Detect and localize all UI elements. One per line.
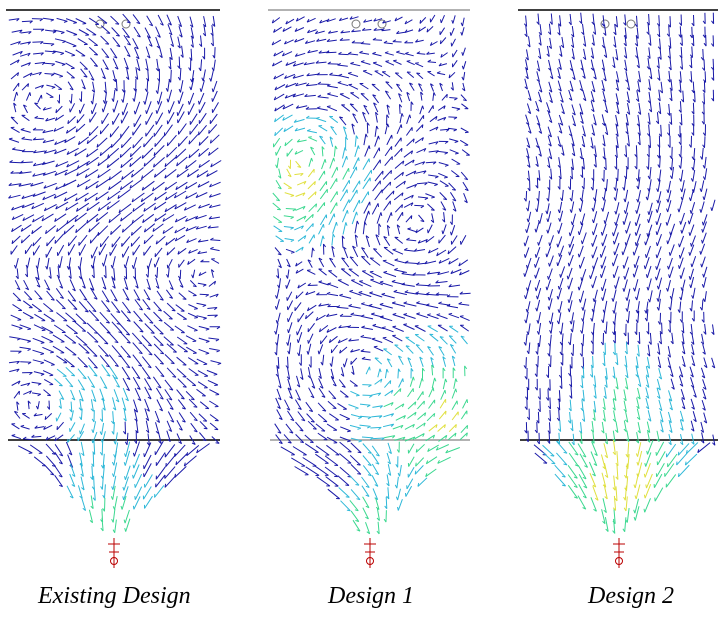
vessel-panel: [518, 10, 718, 568]
velocity-vectors: [89, 486, 129, 533]
inlet: [352, 20, 360, 28]
outlet: [108, 538, 120, 568]
velocity-vectors: [55, 364, 164, 510]
caption: Design 2: [587, 583, 674, 609]
vessel-panel: [6, 10, 221, 568]
outlet: [364, 538, 376, 568]
velocity-vectors: [524, 13, 715, 464]
caption: Existing Design: [37, 583, 191, 609]
inlet: [378, 20, 386, 28]
figure: Existing Design Design 1 Design 2: [0, 0, 719, 617]
velocity-vectors: [9, 14, 222, 487]
velocity-vectors: [590, 440, 653, 511]
inlet: [627, 20, 635, 28]
velocity-vectors: [272, 15, 471, 499]
velocity-vectors: [543, 342, 698, 486]
panels: [6, 10, 718, 568]
outlet: [613, 538, 625, 568]
caption: Design 1: [327, 583, 414, 609]
vessel-panel: [268, 10, 471, 568]
